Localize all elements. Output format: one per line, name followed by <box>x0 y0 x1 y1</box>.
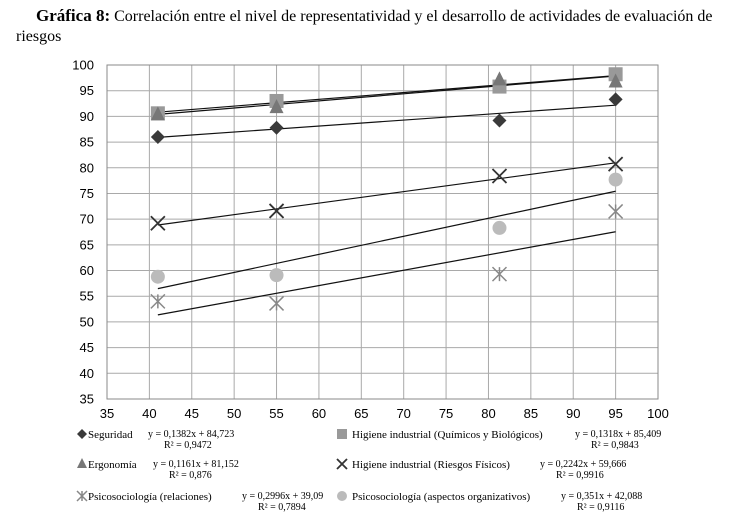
trendline-series-2 <box>157 75 616 113</box>
trendline-series-1 <box>157 75 616 115</box>
x-tick-label: 85 <box>524 406 538 421</box>
legend-marker-series-2 <box>337 429 347 439</box>
x-tick-label: 60 <box>312 406 326 421</box>
trendlines <box>157 75 616 316</box>
data-point-series-1 <box>492 113 507 128</box>
x-tick-label: 40 <box>142 406 156 421</box>
trendline-equation-series-2: y = 0,1318x + 85,409 <box>575 429 661 440</box>
data-point-series-3 <box>150 106 165 121</box>
data-points <box>150 67 624 311</box>
legend-label-series-4: Higiene industrial (Riesgos Físicos) <box>352 459 510 471</box>
x-axis-ticks: 35 40 45 50 55 60 65 70 75 80 85 90 95 100 <box>100 406 669 421</box>
trendline-r2-series-6: R² = 0,9116 <box>577 502 624 513</box>
y-tick-label: 90 <box>80 109 94 124</box>
y-tick-label: 40 <box>80 366 94 381</box>
x-tick-label: 45 <box>185 406 199 421</box>
trendline-equation-series-1: y = 0,1382x + 84,723 <box>148 429 234 440</box>
trendline-equation-series-5: y = 0,2996x + 39,09 <box>242 491 323 502</box>
legend-label-series-3: Ergonomía <box>88 459 137 471</box>
legend-marker-series-4 <box>336 458 348 470</box>
y-tick-label: 45 <box>80 340 94 355</box>
y-tick-label: 35 <box>80 392 94 407</box>
legend-label-series-5: Psicosociología (relaciones) <box>88 491 212 503</box>
x-tick-label: 50 <box>227 406 241 421</box>
figure-caption-lead: Gráfica 8: <box>36 6 111 25</box>
y-tick-label: 95 <box>80 83 94 98</box>
x-tick-label: 100 <box>647 406 669 421</box>
y-tick-label: 80 <box>80 160 94 175</box>
y-tick-label: 50 <box>80 314 94 329</box>
y-tick-label: 60 <box>80 263 94 278</box>
trendline-r2-series-4: R² = 0,9916 <box>556 470 604 481</box>
y-tick-label: 70 <box>80 212 94 227</box>
data-point-series-3 <box>492 71 507 86</box>
y-tick-label: 100 <box>72 58 94 73</box>
legend-marker-series-6 <box>337 491 347 501</box>
trendline-r2-series-1: R² = 0,9472 <box>164 440 212 451</box>
data-point-series-5 <box>269 295 285 311</box>
data-point-series-1 <box>150 129 165 144</box>
x-tick-label: 65 <box>354 406 368 421</box>
data-point-series-6 <box>150 269 165 284</box>
trendline-equation-series-3: y = 0,1161x + 81,152 <box>153 459 239 470</box>
data-point-series-6 <box>608 172 623 187</box>
data-point-series-4 <box>150 215 166 231</box>
data-point-series-4 <box>607 156 624 172</box>
legend-marker-series-1 <box>77 429 87 439</box>
trendline-series-3 <box>157 104 616 138</box>
data-point-series-4 <box>491 168 508 184</box>
x-tick-label: 55 <box>269 406 283 421</box>
data-point-series-1 <box>608 92 623 107</box>
trendline-equation-series-6: y = 0,351x + 42,088 <box>561 491 642 502</box>
x-tick-label: 35 <box>100 406 114 421</box>
plot-area-border <box>106 64 659 400</box>
x-tick-label: 80 <box>481 406 495 421</box>
x-tick-label: 75 <box>439 406 453 421</box>
data-point-series-1 <box>269 120 284 135</box>
data-point-series-3 <box>608 73 623 88</box>
trendline-series-4 <box>157 162 616 226</box>
x-tick-label: 90 <box>566 406 580 421</box>
y-axis-ticks: 35 40 45 50 55 60 65 70 75 80 85 90 95 100 <box>72 58 94 407</box>
legend-marker-series-3 <box>77 458 87 468</box>
data-point-series-5 <box>608 203 624 219</box>
trendline-series-5 <box>157 231 616 316</box>
data-point-series-6 <box>269 268 284 283</box>
data-point-series-3 <box>269 99 284 114</box>
data-point-series-4 <box>268 203 285 219</box>
y-tick-label: 55 <box>80 289 94 304</box>
figure-caption-text: Correlación entre el nivel de representa… <box>16 8 713 45</box>
plot-grid <box>106 64 659 400</box>
x-tick-label: 70 <box>396 406 410 421</box>
trendline-equation-series-4: y = 0,2242x + 59,666 <box>540 459 626 470</box>
y-tick-label: 65 <box>80 237 94 252</box>
y-tick-label: 85 <box>80 135 94 150</box>
trendline-series-6 <box>157 190 616 290</box>
trendline-r2-series-3: R² = 0,876 <box>169 470 212 481</box>
legend-label-series-6: Psicosociología (aspectos organizativos) <box>352 491 531 503</box>
trendline-r2-series-2: R² = 0,9843 <box>591 440 639 451</box>
figure-caption: Gráfica 8: Correlación entre el nivel de… <box>16 6 751 47</box>
data-point-series-5 <box>150 293 166 309</box>
x-tick-label: 95 <box>608 406 622 421</box>
legend-label-series-2: Higiene industrial (Químicos y Biológico… <box>352 429 543 441</box>
trendline-r2-series-5: R² = 0,7894 <box>258 502 306 513</box>
y-tick-label: 75 <box>80 186 94 201</box>
data-point-series-6 <box>492 220 507 235</box>
legend-marker-series-5 <box>76 490 88 502</box>
data-point-series-5 <box>491 266 508 282</box>
legend-label-series-1: Seguridad <box>88 429 133 441</box>
